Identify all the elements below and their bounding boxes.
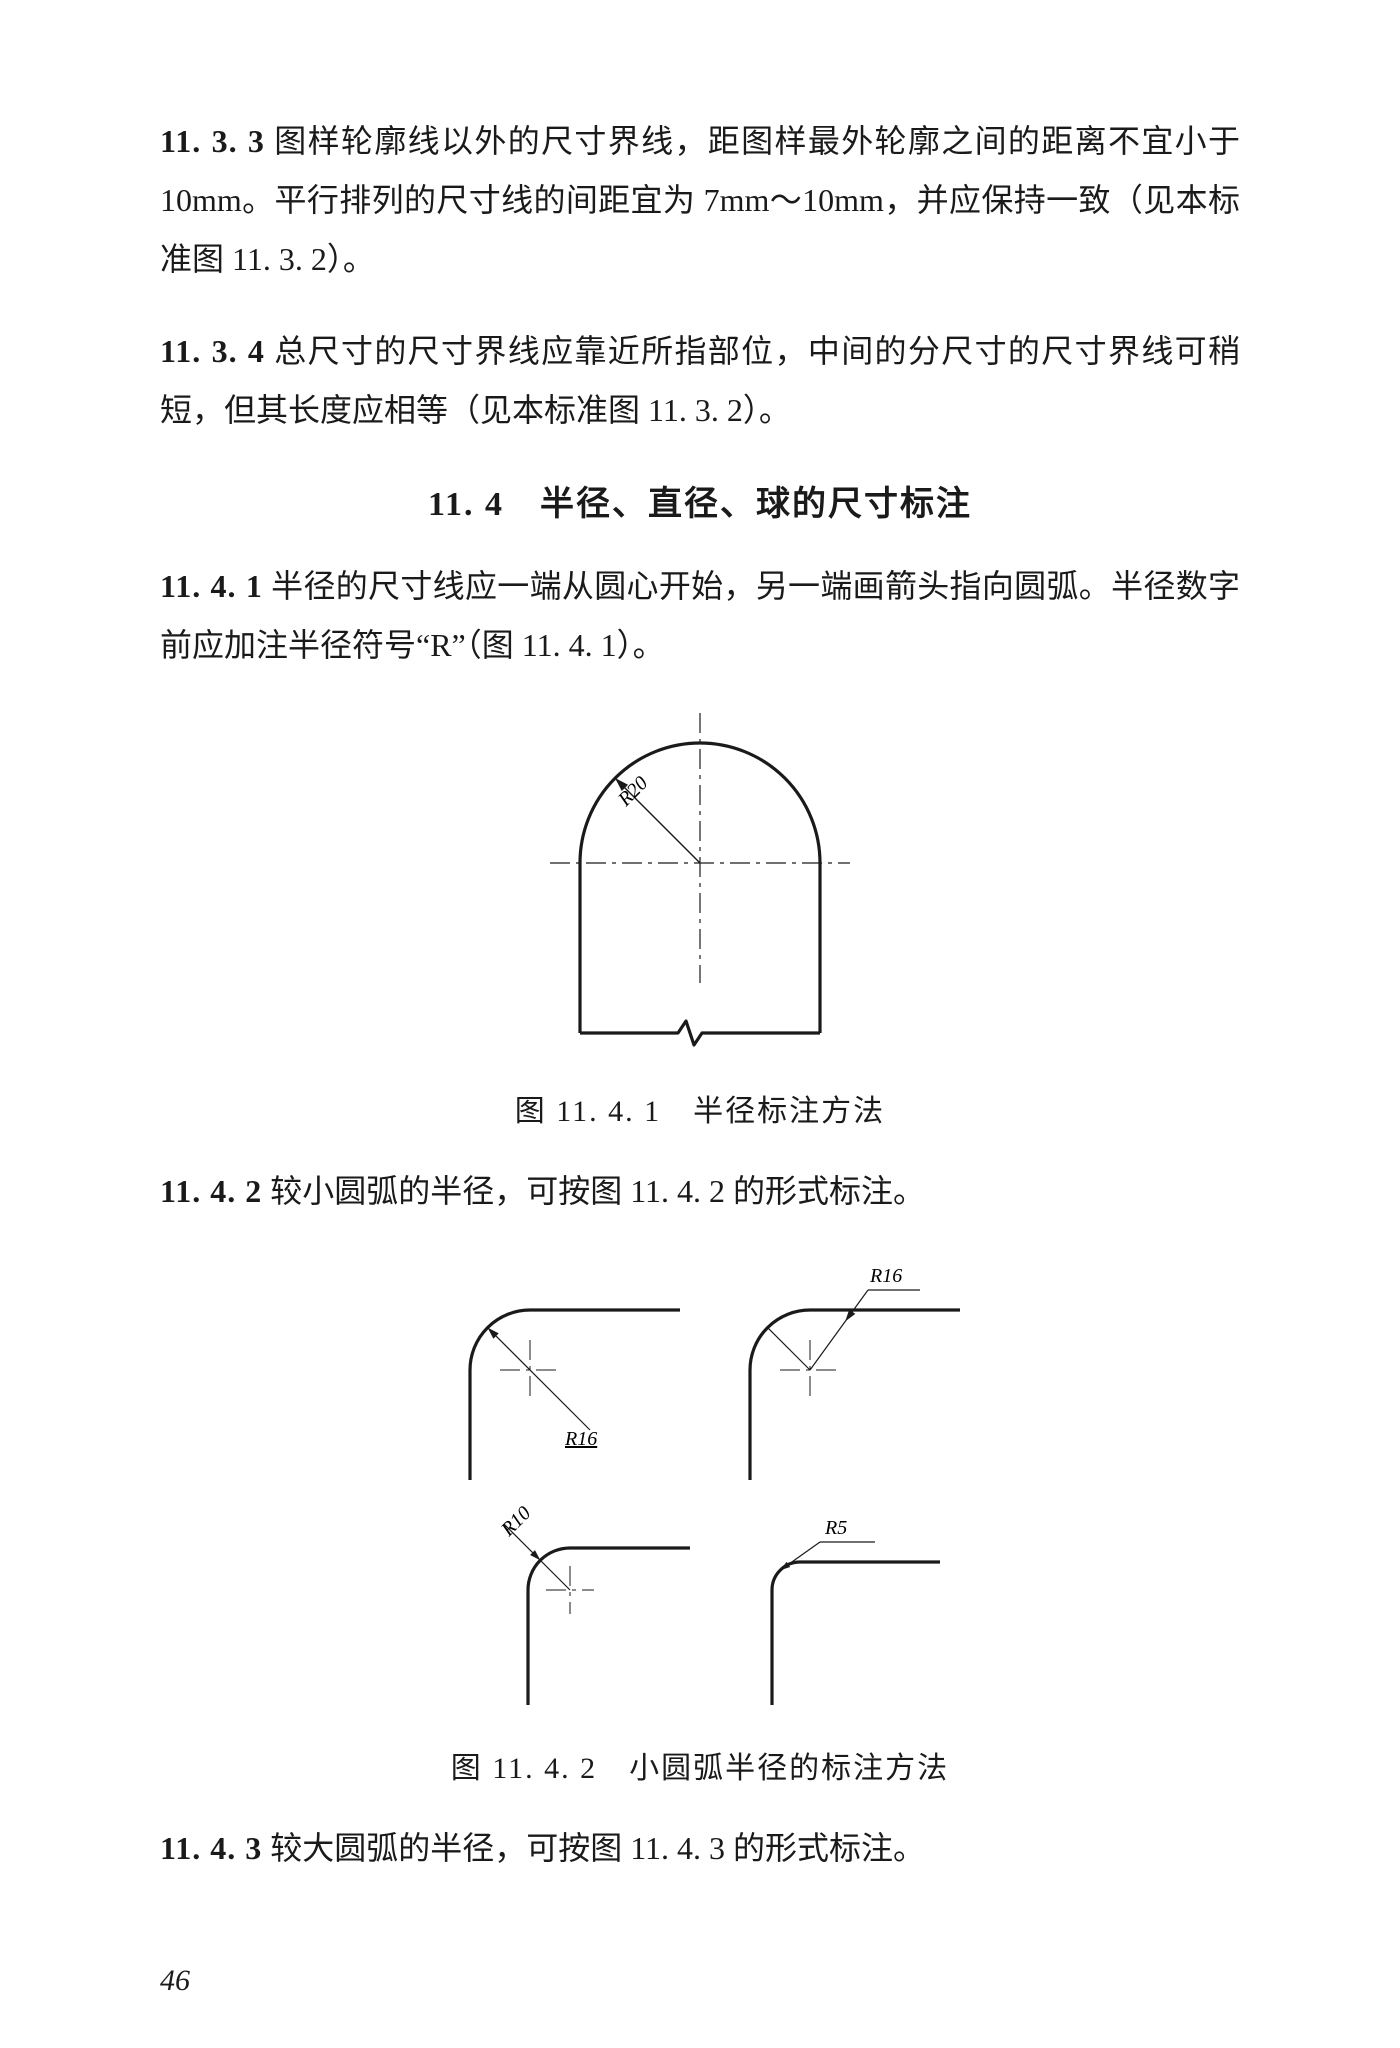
clause-11-4-2: 11. 4. 2 较小圆弧的半径，可按图 11. 4. 2 的形式标注。 (160, 1162, 1240, 1221)
clause-11-3-3: 11. 3. 3 图样轮廓线以外的尺寸界线，距图样最外轮廓之间的距离不宜小于 1… (160, 112, 1240, 290)
figure-svg-11-4-2: R16 R16 R10 R5 (380, 1250, 1020, 1720)
svg-text:R16: R16 (869, 1265, 902, 1287)
clause-11-4-1: 11. 4. 1 半径的尺寸线应一端从圆心开始，另一端画箭头指向圆弧。半径数字前… (160, 557, 1240, 675)
svg-text:R16: R16 (564, 1428, 597, 1450)
figure-11-4-2: R16 R16 R10 R5 图 11. 4. 2 小圆弧半径的标注方法 (160, 1250, 1240, 1787)
clause-text: 半径的尺寸线应一端从圆心开始，另一端画箭头指向圆弧。半径数字前应加注半径符号“R… (160, 568, 1240, 663)
clause-text: 较小圆弧的半径，可按图 11. 4. 2 的形式标注。 (270, 1173, 925, 1209)
clause-11-3-4: 11. 3. 4 总尺寸的尺寸界线应靠近所指部位，中间的分尺寸的尺寸界线可稍短，… (160, 322, 1240, 440)
clause-11-4-3: 11. 4. 3 较大圆弧的半径，可按图 11. 4. 3 的形式标注。 (160, 1819, 1240, 1878)
figure-11-4-1: R20 图 11. 4. 1 半径标注方法 (160, 703, 1240, 1130)
section-heading-11-4: 11. 4 半径、直径、球的尺寸标注 (160, 476, 1240, 525)
figure-caption: 图 11. 4. 2 小圆弧半径的标注方法 (160, 1743, 1240, 1787)
clause-text: 较大圆弧的半径，可按图 11. 4. 3 的形式标注。 (270, 1830, 925, 1866)
svg-text:R20: R20 (613, 773, 652, 812)
figure-caption: 图 11. 4. 1 半径标注方法 (160, 1086, 1240, 1130)
clause-number: 11. 4. 2 (160, 1173, 262, 1209)
clause-number: 11. 4. 3 (160, 1830, 262, 1866)
figure-svg-11-4-1: R20 (500, 703, 900, 1063)
clause-number: 11. 3. 3 (160, 123, 265, 159)
svg-text:R5: R5 (824, 1517, 847, 1539)
page-number: 46 (160, 1964, 190, 1998)
clause-number: 11. 3. 4 (160, 333, 265, 369)
document-page: 11. 3. 3 图样轮廓线以外的尺寸界线，距图样最外轮廓之间的距离不宜小于 1… (0, 0, 1400, 2048)
svg-text:R10: R10 (496, 1502, 535, 1541)
clause-text: 图样轮廓线以外的尺寸界线，距图样最外轮廓之间的距离不宜小于 10mm。平行排列的… (160, 123, 1240, 277)
clause-number: 11. 4. 1 (160, 568, 263, 604)
clause-text: 总尺寸的尺寸界线应靠近所指部位，中间的分尺寸的尺寸界线可稍短，但其长度应相等（见… (160, 333, 1240, 428)
